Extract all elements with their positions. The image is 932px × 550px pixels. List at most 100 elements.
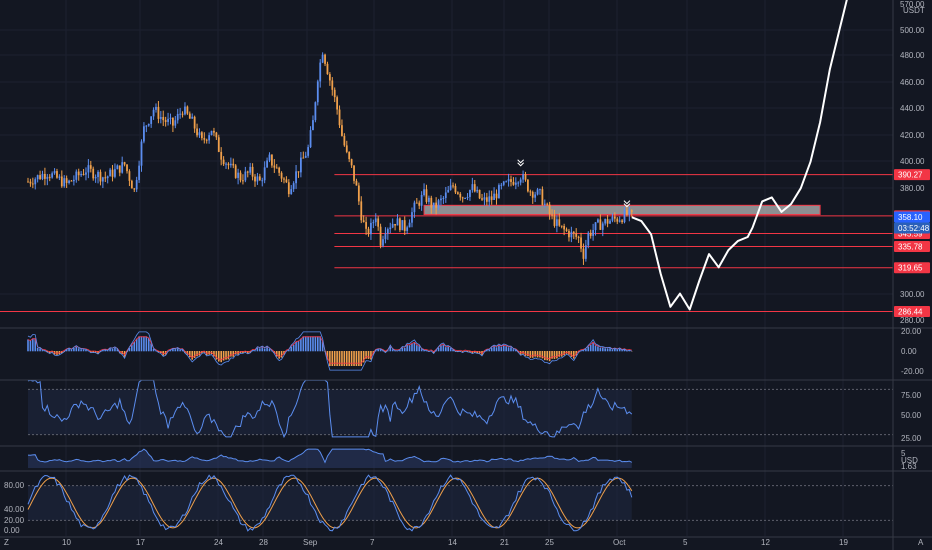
time-axis[interactable]: 10 17 24 28 Sep 7 14 21 25 Oct 5 12 19 [62,538,848,547]
macd-bar [437,347,440,352]
macd-bar [41,350,44,352]
macd-bar [488,349,491,352]
macd-bar [249,351,251,353]
candle-body [82,173,85,175]
indicator-tick-label: 0.00 [901,347,917,356]
macd-bar [225,351,227,360]
candle-body [510,179,512,182]
price-tick-label: 570.00 [900,0,925,9]
candle-body [77,171,80,176]
candle-body [295,171,297,184]
candle-body [524,174,527,180]
time-tick-label: 14 [448,538,457,547]
candle-body [44,173,46,179]
macd-bar [461,351,464,353]
macd-bar [331,351,334,366]
time-tick-label: 5 [683,538,688,547]
macd-bar [486,350,488,352]
candle-body [97,171,99,178]
chevron-down-icon [623,200,631,208]
level-badge: 335.78 [898,242,923,251]
macd-bar [466,351,469,352]
candle-body [488,196,491,202]
macd-bar [493,346,495,352]
macd-bar [473,351,476,353]
price-axis[interactable]: 570.00 500.00 480.00 460.00 440.00 420.00 400.… [4,0,925,535]
candle-body [258,176,261,181]
macd-bar [350,351,353,366]
arrow-markers [517,159,631,208]
macd-bar [251,350,254,352]
stoch-panel [27,474,893,532]
candle-body [164,120,167,122]
candle-body [548,204,551,215]
volatility-area [28,449,632,468]
corner-label-left[interactable]: Z [4,538,9,547]
macd-bar [512,349,515,352]
candle-body [437,200,440,208]
candle-body [285,179,288,183]
price-tick-label: 420.00 [900,131,925,140]
macd-bar [597,346,599,352]
projection-line [631,0,848,311]
candle-body [478,189,481,199]
candle-body [396,218,399,226]
candle-body [70,180,73,182]
indicator-tick-label: 25.00 [901,434,922,443]
macd-bar [401,347,404,352]
candle-body [208,135,211,141]
candle-body [343,135,346,146]
time-tick-label: Oct [613,538,626,547]
candle-body [324,54,326,64]
candle-body [29,181,32,184]
macd-bar [611,349,614,352]
macd-bar [599,347,602,352]
macd-bar [230,351,232,357]
candle-body [377,218,380,227]
macd-bar [384,351,387,353]
macd-bar [75,346,78,352]
projection-path[interactable] [631,0,859,311]
macd-bar [582,350,585,352]
candle-body [534,194,537,198]
candle-body [384,233,387,240]
candle-body [502,181,505,185]
zone-rect [423,204,821,216]
macd-bar [280,351,283,358]
corner-label-right[interactable]: A [918,538,924,547]
macd-bar [135,338,138,352]
candle-body [159,117,162,119]
candle-body [251,166,254,177]
candle-body [391,224,394,228]
candle-body [130,180,133,189]
macd-bar [541,351,544,359]
support-resistance-lines[interactable] [0,174,893,313]
candle-body [128,171,131,181]
macd-bar [556,351,558,359]
candle-body [360,201,363,221]
candle-body [275,167,278,169]
macd-bar [116,349,119,352]
macd-bar [560,351,563,357]
candle-body [123,162,126,165]
macd-bar [189,351,191,358]
macd-bar [227,351,230,360]
candle-body [36,175,39,180]
macd-bar [68,348,70,352]
macd-bar [319,336,322,352]
macd-bar [222,351,225,361]
indicator-tick-label: 20.00 [901,327,922,336]
candle-body [316,81,319,103]
macd-bar [193,351,196,359]
macd-line [27,331,632,371]
candle-body [249,166,252,173]
macd-bar [133,341,136,352]
candle-body [350,159,353,166]
candle-body [435,202,438,208]
candle-body [328,74,331,81]
candle-body [106,176,109,179]
resistance-zone[interactable] [423,204,821,216]
candle-body [27,181,29,183]
